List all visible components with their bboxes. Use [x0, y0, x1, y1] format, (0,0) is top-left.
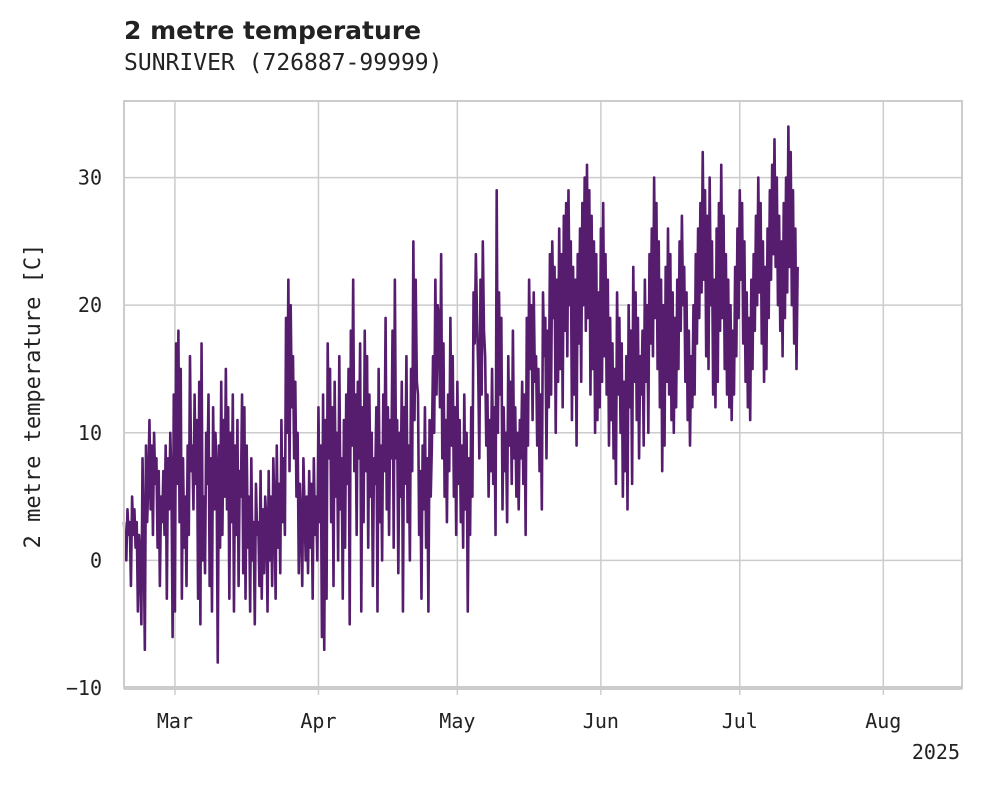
y-tick-label: 0 — [90, 548, 102, 572]
y-tick-label: 30 — [78, 166, 102, 190]
y-tick-label: −10 — [66, 676, 102, 700]
y-axis-label: 2 metre temperature [C] — [21, 244, 46, 549]
x-tick-label: Jun — [583, 709, 619, 733]
x-tick-label: Apr — [300, 709, 336, 733]
y-tick-label: 20 — [78, 293, 102, 317]
x-tick-label: Jul — [722, 709, 758, 733]
year-label: 2025 — [912, 740, 960, 764]
chart-subtitle: SUNRIVER (726887-99999) — [124, 50, 443, 76]
x-tick-label: May — [439, 709, 475, 733]
y-tick-label: 10 — [78, 421, 102, 445]
tick-labels: −10 0 10 20 30 Mar Apr May Jun Jul Aug — [66, 166, 901, 733]
x-tick-label: Aug — [865, 709, 901, 733]
x-tick-label: Mar — [157, 709, 193, 733]
plot-frame — [123, 100, 963, 690]
temperature-series-line — [122, 125, 799, 664]
series-group — [122, 125, 799, 664]
chart-title: 2 metre temperature — [124, 16, 422, 45]
